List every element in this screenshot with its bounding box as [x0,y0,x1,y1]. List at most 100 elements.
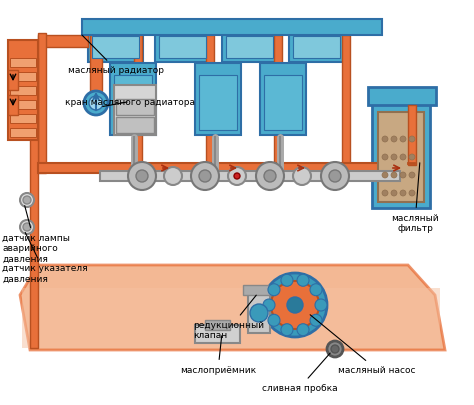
Circle shape [256,162,284,190]
Circle shape [310,315,322,326]
Bar [10,87,36,96]
Bar [116,118,154,134]
Bar [116,100,154,116]
Text: масляный радиатор: масляный радиатор [68,36,164,75]
Circle shape [297,275,309,287]
Circle shape [264,171,276,183]
Bar [8,71,18,91]
Circle shape [84,92,108,116]
Circle shape [400,155,406,161]
Circle shape [136,171,148,183]
Bar [289,28,344,63]
Bar [342,36,350,166]
Bar [22,288,440,348]
Bar [92,37,139,59]
Circle shape [268,315,280,326]
Circle shape [409,136,415,143]
Bar [114,86,156,136]
Bar [88,28,143,63]
Circle shape [234,174,240,179]
Circle shape [297,324,309,336]
Bar [274,36,282,166]
Circle shape [409,190,415,196]
Circle shape [293,168,311,185]
Bar [10,101,36,110]
Bar [8,96,18,116]
Circle shape [281,275,293,287]
Bar [264,76,302,131]
Bar [82,20,382,36]
Circle shape [128,162,156,190]
Circle shape [382,136,388,143]
Circle shape [23,224,31,231]
Bar [195,325,240,343]
Text: маслоприёмник: маслоприёмник [180,336,256,374]
Bar [114,76,152,131]
Bar [378,113,424,202]
Circle shape [271,281,319,329]
Circle shape [20,220,34,234]
Circle shape [327,341,343,357]
Circle shape [400,136,406,143]
Bar [90,36,102,92]
Bar [8,41,38,141]
Circle shape [329,171,341,183]
Bar [10,73,36,82]
Circle shape [409,173,415,179]
Circle shape [382,173,388,179]
Circle shape [263,299,275,311]
Circle shape [287,297,303,313]
Text: датчик лампы
аварийного
давления: датчик лампы аварийного давления [2,206,70,263]
Bar [10,59,36,68]
Bar [205,320,230,330]
Bar [199,76,237,131]
Bar [372,99,430,209]
Circle shape [250,304,268,322]
Circle shape [23,196,31,205]
Polygon shape [20,265,445,350]
Bar [155,28,210,63]
Bar [222,28,277,63]
Circle shape [263,273,327,337]
Circle shape [400,190,406,196]
Bar [248,291,270,333]
Circle shape [191,162,219,190]
Circle shape [382,155,388,161]
Circle shape [391,136,397,143]
Bar [38,164,408,174]
Circle shape [391,155,397,161]
Bar [110,64,156,136]
Text: сливная пробка: сливная пробка [262,353,337,392]
Circle shape [391,190,397,196]
Bar [10,129,36,138]
Bar [10,115,36,124]
Text: масляный насос: масляный насос [310,315,416,374]
Bar [243,285,275,295]
Circle shape [310,284,322,296]
Circle shape [409,155,415,161]
Bar [226,37,273,59]
Bar [260,64,306,136]
Bar [206,36,214,166]
Circle shape [382,190,388,196]
Circle shape [89,97,103,111]
Circle shape [268,284,280,296]
Circle shape [164,168,182,185]
Bar [368,88,436,106]
Bar [195,64,241,136]
Circle shape [199,171,211,183]
Circle shape [315,299,327,311]
Circle shape [20,194,34,207]
Text: редукционный
клапан: редукционный клапан [193,295,264,339]
Circle shape [281,324,293,336]
Bar [159,37,206,59]
Bar [100,172,400,181]
Bar [408,106,416,166]
Circle shape [321,162,349,190]
Circle shape [228,168,246,185]
Bar [293,37,340,59]
Text: датчик указателя
давления: датчик указателя давления [2,233,88,283]
Text: масляный
фильтр: масляный фильтр [391,163,439,233]
Bar [30,59,38,348]
Circle shape [391,173,397,179]
